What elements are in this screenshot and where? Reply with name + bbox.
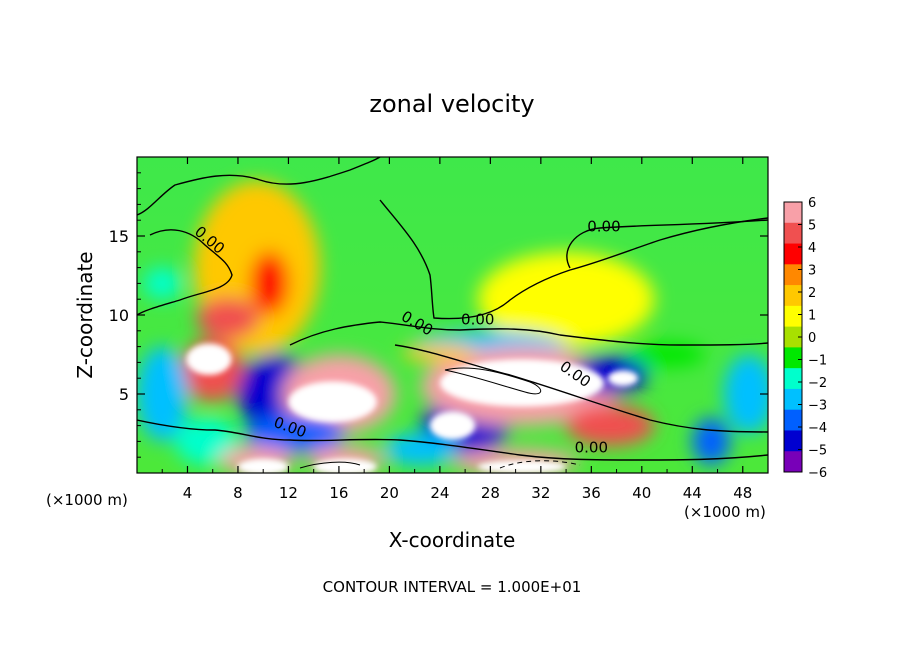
colorbar-swatch [784,409,802,431]
x-tick-label: 36 [582,484,601,502]
x-tick-label: 32 [531,484,550,502]
colorbar-swatch [784,451,802,473]
x-unit-label-right: (×1000 m) [684,503,766,521]
x-axis: 4 8 12 16 20 24 28 32 36 40 44 48 [161,157,752,502]
field-blob [477,251,655,347]
contour-line-top-right [379,199,768,320]
contour-line-bottom-left [137,419,768,461]
x-tick-label: 28 [481,484,500,502]
x-unit-label-left: (×1000 m) [46,491,128,509]
y-axis: 5 10 15 [109,172,768,458]
colorbar-tick-label: 4 [808,241,816,256]
saturated-regions [186,343,639,473]
colorbar-swatch [784,305,802,328]
colorbar-swatch [784,430,802,452]
saturated-region [477,460,567,473]
contour-label: 0.00 [587,217,620,235]
contour-line-inner-bottom [299,461,361,469]
y-tick-label: 15 [109,227,129,246]
field-blob [143,267,182,300]
saturated-region [288,381,377,423]
field-blob [629,341,705,368]
contour-label: 0.00 [575,438,608,456]
colorbar-swatch [784,285,802,307]
field-blob [196,297,260,339]
contour-line-right [566,219,768,269]
saturated-region [429,411,476,440]
x-tick-label: 16 [329,484,348,502]
contour-line-dashed [499,460,581,469]
y-tick-label: 10 [109,306,129,325]
saturated-region [237,458,289,473]
contour-line-top-left [137,157,381,216]
colorbar-tick-label: −2 [808,376,827,391]
field-blob [566,405,655,447]
x-tick-label: 44 [683,484,702,502]
colorbar: 6 5 4 3 2 1 0 −1 −2 −3 −4 −5 −6 [783,196,827,481]
contour-interval-note: CONTOUR INTERVAL = 1.000E+01 [323,578,582,596]
saturated-region [607,370,639,387]
colorbar-tick-label: 0 [808,331,816,346]
x-tick-label: 8 [233,484,243,502]
colorbar-swatch [784,326,802,348]
zero-contours [137,157,768,469]
colorbar-tick-label: −6 [808,466,827,481]
saturated-region [186,343,232,376]
colorbar-tick-label: 5 [808,219,816,234]
x-tick-label: 24 [430,484,449,502]
colorbar-swatch [784,264,802,286]
colorbar-swatch [784,388,802,411]
colorbar-tick-label: 6 [808,196,816,211]
y-axis-label: Z-coordinate [73,251,97,378]
colorbar-tick-label: −3 [808,399,827,414]
plot-area: 0.00 0.000.00 0.000.000.000.00 [137,157,768,473]
colorbar-tick-label: −1 [808,354,827,369]
field-blob [174,417,238,466]
contour-line-mid [289,321,768,346]
field-blob [250,251,289,315]
colorbar-tick-label: −5 [808,444,827,459]
colorbar-swatch [784,347,802,369]
colorbar-swatch [784,202,802,224]
x-axis-label: X-coordinate [389,528,516,552]
x-tick-label: 40 [632,484,651,502]
colorbar-tick-label: 1 [808,309,816,324]
colorbar-tick-label: 2 [808,286,816,301]
field-blob [244,414,346,453]
contour-line-inner-jet [444,367,542,395]
x-tick-label: 12 [279,484,298,502]
x-tick-label: 48 [733,484,752,502]
contour-label: 0.00 [461,310,494,328]
field-blob [383,433,459,466]
saturated-region [313,458,377,473]
colorbar-tick-label: 3 [808,264,816,279]
chart-title: zonal velocity [369,90,534,118]
colorbar-swatch [784,368,802,390]
y-tick-label: 5 [119,385,129,404]
colorbar-swatch [784,222,802,245]
saturated-region [439,359,604,407]
x-tick-label: 4 [183,484,193,502]
contour-line-upper [137,229,233,316]
field-blob [137,346,188,442]
field-blob [402,343,478,363]
contour-line-jet-top [394,344,768,433]
colorbar-swatch [784,243,802,265]
x-tick-label: 20 [380,484,399,502]
colorbar-tick-label: −4 [808,421,827,436]
field-blob [723,354,768,434]
